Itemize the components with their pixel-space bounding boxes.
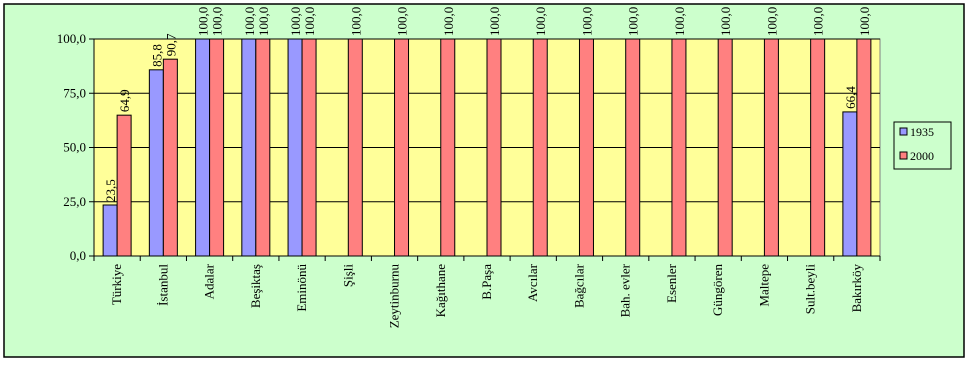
bar-2000 <box>394 38 410 257</box>
y-tick-label: 50,0 <box>63 140 86 155</box>
y-tick-label: 0,0 <box>70 248 86 263</box>
data-label-2000: 100,0 <box>348 7 363 36</box>
data-label-2000: 100,0 <box>533 7 548 36</box>
bar-2000 <box>717 38 733 257</box>
data-label-1935: 85,8 <box>149 44 164 67</box>
data-label-2000: 64,9 <box>117 89 132 112</box>
x-tick-label: B.Paşa <box>479 264 494 300</box>
bar-2000 <box>625 38 641 257</box>
x-tick-label: Kağıthane <box>433 264 448 318</box>
bar-1935 <box>842 111 858 257</box>
data-label-1935: 23,5 <box>103 179 118 202</box>
data-label-2000: 100,0 <box>256 7 271 36</box>
x-tick-label: Şişli <box>340 264 355 288</box>
legend-label-1935: 1935 <box>910 125 934 139</box>
data-label-2000: 100,0 <box>857 7 872 36</box>
x-tick-label: Bah. evler <box>618 263 633 317</box>
bar-1935 <box>148 69 164 257</box>
bars <box>102 38 872 257</box>
data-label-2000: 100,0 <box>395 7 410 36</box>
bar-2000 <box>162 58 178 257</box>
bar-2000 <box>440 38 456 257</box>
x-tick-label: Beşiktaş <box>248 264 263 308</box>
bar-2000 <box>763 38 779 257</box>
data-label-2000: 100,0 <box>764 7 779 36</box>
x-tick-label: Türkiye <box>109 264 124 305</box>
x-tick-label: Adalar <box>202 263 217 299</box>
legend-label-2000: 2000 <box>910 149 934 163</box>
bar-2000 <box>255 38 271 257</box>
data-label-2000: 100,0 <box>811 7 826 36</box>
x-tick-label: Eminönü <box>294 264 309 312</box>
bar-2000 <box>532 38 548 257</box>
x-tick-label: Esenler <box>664 263 679 303</box>
bar-2000 <box>671 38 687 257</box>
y-tick-label: 100,0 <box>57 31 86 46</box>
data-label-2000: 100,0 <box>302 7 317 36</box>
x-tick-label: İstanbul <box>155 264 170 306</box>
bar-2000 <box>486 38 502 257</box>
bar-1935 <box>195 38 211 257</box>
y-tick-label: 75,0 <box>63 85 86 100</box>
bar-1935 <box>287 38 303 257</box>
data-label-1935: 100,0 <box>242 7 257 36</box>
legend-swatch-2000 <box>899 151 908 160</box>
data-label-1935: 100,0 <box>288 7 303 36</box>
x-tick-label: Sult.beyli <box>803 264 818 315</box>
legend-swatch-1935 <box>899 127 908 136</box>
data-label-2000: 100,0 <box>672 7 687 36</box>
data-label-2000: 100,0 <box>718 7 733 36</box>
x-tick-label: Maltepe <box>756 264 771 307</box>
data-label-1935: 66,4 <box>843 86 858 109</box>
x-tick-label: Avcılar <box>525 263 540 302</box>
bar-2000 <box>301 38 317 257</box>
bar-2000 <box>116 114 132 257</box>
bar-2000 <box>810 38 826 257</box>
x-tick-label: Zeytinburnu <box>387 264 402 329</box>
bar-2000 <box>856 38 872 257</box>
y-tick-label: 25,0 <box>63 194 86 209</box>
x-tick-label: Bağcılar <box>571 263 586 308</box>
bar-2000 <box>578 38 594 257</box>
bar-2000 <box>209 38 225 257</box>
data-label-2000: 100,0 <box>487 7 502 36</box>
data-label-1935: 100,0 <box>196 7 211 36</box>
data-label-2000: 100,0 <box>210 7 225 36</box>
data-label-2000: 100,0 <box>579 7 594 36</box>
x-tick-label: Bakırköy <box>849 264 864 313</box>
data-label-2000: 90,7 <box>163 33 178 56</box>
legend: 1935 2000 <box>893 121 952 170</box>
data-label-2000: 100,0 <box>626 7 641 36</box>
axes: 0,0 25,0 50,0 75,0 100,0 Türkiye İstanbul Adala… <box>57 31 881 329</box>
x-tick-label: Güngören <box>710 264 725 316</box>
data-label-2000: 100,0 <box>441 7 456 36</box>
bar-1935 <box>241 38 257 257</box>
bar-1935 <box>102 204 118 257</box>
bar-2000 <box>347 38 363 257</box>
